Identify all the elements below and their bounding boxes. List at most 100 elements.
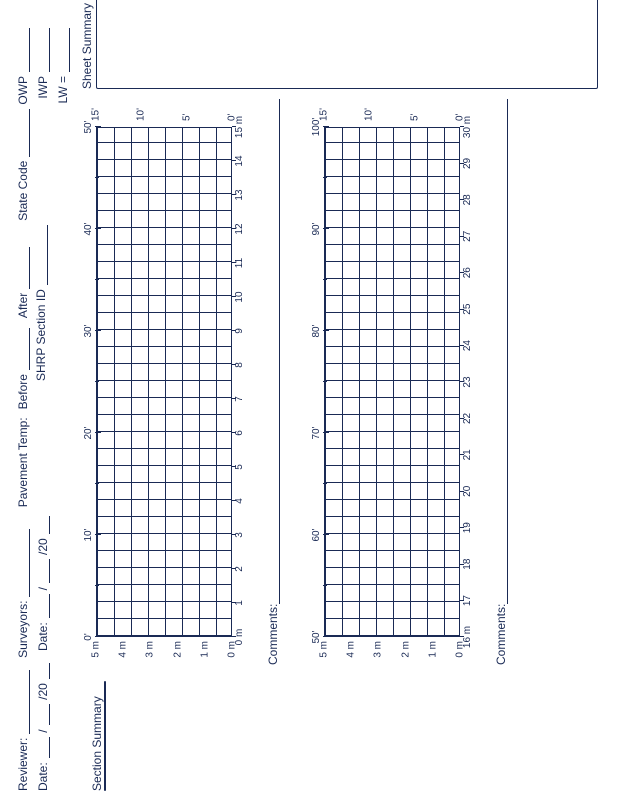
top-ft-tick xyxy=(323,331,329,332)
comments-label: Comments: xyxy=(494,604,508,665)
before-label: Before xyxy=(16,374,30,409)
surveyors-label: Surveyors: xyxy=(16,601,30,658)
top-ft-tick xyxy=(95,535,101,536)
grid-box[interactable] xyxy=(324,127,460,637)
comments-label: Comments: xyxy=(266,604,280,665)
bottom-m-tick xyxy=(232,467,236,468)
left-m-label: 5 m xyxy=(91,641,102,658)
right-ft-label: 10' xyxy=(136,108,147,121)
top-ft-minor-tick xyxy=(323,178,327,179)
date-year-1: /20 xyxy=(36,683,50,700)
temp-after-blank[interactable] xyxy=(17,247,30,289)
bottom-m-tick xyxy=(232,161,236,162)
top-ft-tick xyxy=(95,433,101,434)
right-ft-label: 10' xyxy=(364,108,375,121)
top-ft-minor-tick xyxy=(95,178,99,179)
right-ft-label: 15' xyxy=(319,108,330,121)
bottom-m-tick xyxy=(232,297,236,298)
comments-blank[interactable] xyxy=(267,99,280,604)
date2-m[interactable] xyxy=(37,559,50,583)
bottom-m-tick xyxy=(232,331,236,332)
iwp-blank[interactable] xyxy=(37,28,50,72)
top-ft-label: 0' xyxy=(83,633,94,640)
bottom-m-tick xyxy=(460,564,464,565)
owp-blank[interactable] xyxy=(17,28,30,72)
comments-line: Comments: xyxy=(494,99,508,665)
top-ft-tick xyxy=(323,637,329,638)
left-m-label: 0 m xyxy=(455,641,466,658)
top-ft-minor-tick xyxy=(95,586,99,587)
bottom-m-tick xyxy=(460,527,464,528)
date2-y[interactable] xyxy=(37,516,50,534)
survey-grid-1: 50'60'70'80'90'100'16 m17181920212223242… xyxy=(308,99,476,665)
top-ft-minor-tick xyxy=(323,586,327,587)
right-ft-label: 0' xyxy=(227,114,238,121)
left-m-label: 5 m xyxy=(319,641,330,658)
bottom-m-tick xyxy=(232,569,236,570)
top-ft-tick xyxy=(95,637,101,638)
top-ft-tick xyxy=(95,127,101,128)
bottom-m-tick xyxy=(460,382,464,383)
top-ft-label: 80' xyxy=(311,324,322,337)
top-ft-tick xyxy=(95,331,101,332)
section-summary-label: Section Summary xyxy=(88,679,104,791)
survey-grid-0: 0'10'20'30'40'50'0 m12345678910111213141… xyxy=(80,99,248,665)
left-m-label: 2 m xyxy=(172,641,183,658)
lw-blank[interactable] xyxy=(57,28,70,72)
top-ft-tick xyxy=(95,229,101,230)
top-ft-minor-tick xyxy=(95,382,99,383)
after-label: After xyxy=(16,293,30,318)
top-ft-label: 50' xyxy=(83,120,94,133)
top-ft-label: 60' xyxy=(311,528,322,541)
left-m-label: 3 m xyxy=(145,641,156,658)
lw-label: LW = xyxy=(56,76,70,103)
bottom-m-tick xyxy=(460,345,464,346)
bottom-m-tick xyxy=(232,501,236,502)
comments-line: Comments: xyxy=(266,99,280,665)
bottom-m-tick xyxy=(460,236,464,237)
top-ft-label: 10' xyxy=(83,528,94,541)
reviewer-blank[interactable] xyxy=(17,670,30,734)
top-ft-label: 20' xyxy=(83,426,94,439)
right-ft-label: 5' xyxy=(409,114,420,121)
sheet-summary-box[interactable] xyxy=(96,0,598,89)
temp-before-blank[interactable] xyxy=(17,328,30,370)
comments-blank[interactable] xyxy=(495,99,508,604)
left-m-label: 4 m xyxy=(346,641,357,658)
right-ft-label: 5' xyxy=(181,114,192,121)
bottom-m-tick xyxy=(232,603,236,604)
bottom-m-tick xyxy=(232,127,236,128)
bottom-m-tick xyxy=(460,418,464,419)
bottom-m-tick xyxy=(232,535,236,536)
date-label-2: Date: xyxy=(36,622,50,651)
iwp-label: IWP xyxy=(36,76,50,99)
bottom-m-tick xyxy=(232,263,236,264)
bottom-m-tick xyxy=(232,399,236,400)
date1-d[interactable] xyxy=(37,737,50,759)
top-ft-minor-tick xyxy=(323,280,327,281)
state-code-label: State Code xyxy=(16,161,30,221)
right-ft-label: 15' xyxy=(91,108,102,121)
top-ft-minor-tick xyxy=(95,484,99,485)
left-m-label: 1 m xyxy=(427,641,438,658)
section-summary-box[interactable] xyxy=(104,681,106,791)
grid-box[interactable] xyxy=(96,127,232,637)
surveyors-blank[interactable] xyxy=(17,529,30,596)
date2-d[interactable] xyxy=(37,594,50,618)
shrp-section-blank[interactable] xyxy=(35,225,48,285)
owp-label: OWP xyxy=(16,76,30,105)
left-m-label: 0 m xyxy=(227,641,238,658)
date1-y[interactable] xyxy=(37,663,50,679)
top-ft-label: 40' xyxy=(83,222,94,235)
bottom-m-tick xyxy=(460,600,464,601)
right-ft-label: 0' xyxy=(455,114,466,121)
bottom-m-tick xyxy=(232,229,236,230)
bottom-m-tick xyxy=(232,433,236,434)
date1-m[interactable] xyxy=(37,704,50,726)
bottom-m-tick xyxy=(232,365,236,366)
bottom-m-tick xyxy=(460,127,464,128)
date-sep-2a: / xyxy=(36,587,50,590)
grids-host: 0'10'20'30'40'50'0 m12345678910111213141… xyxy=(80,99,508,665)
state-code-blank[interactable] xyxy=(17,109,30,157)
shrp-section-label: SHRP Section ID xyxy=(34,289,48,381)
